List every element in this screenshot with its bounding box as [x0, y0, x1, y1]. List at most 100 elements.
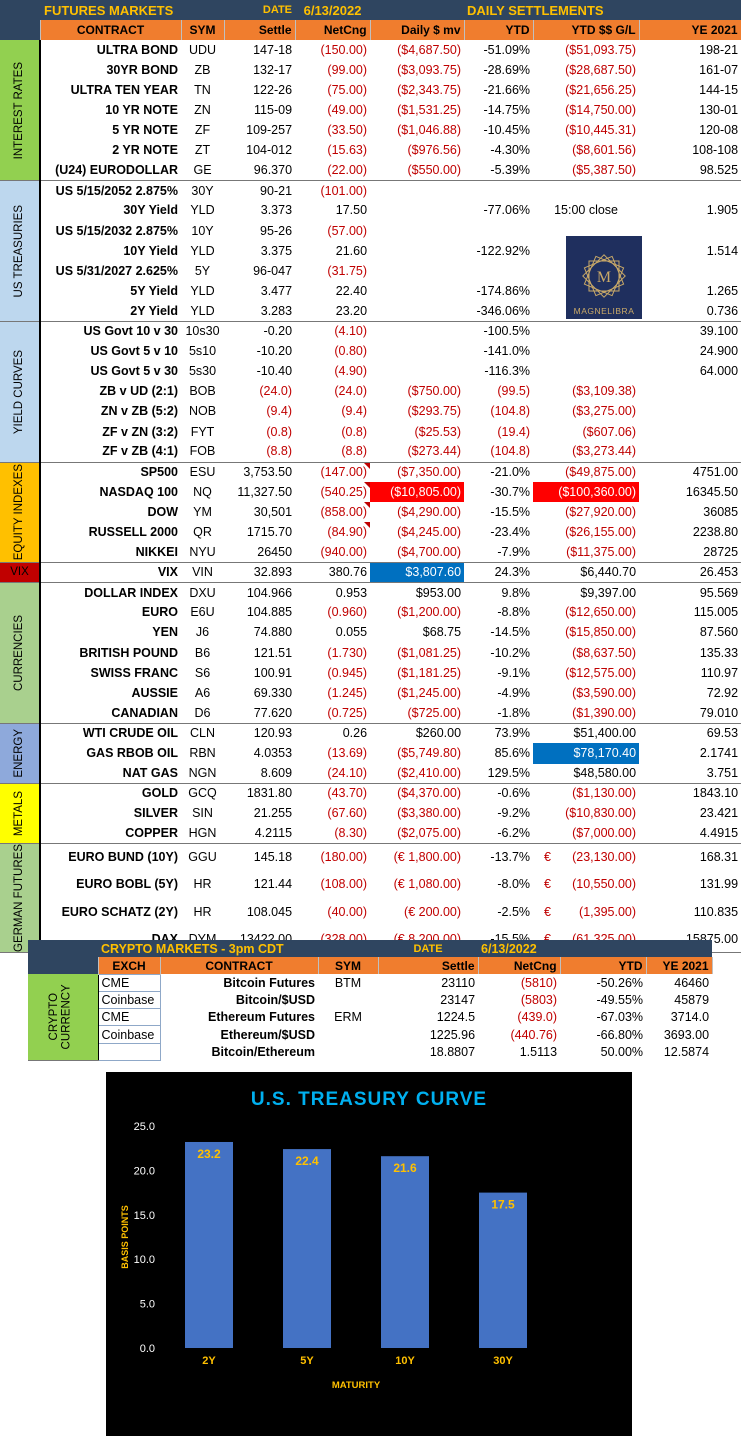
settle: (0.8) — [266, 424, 293, 439]
ytd-gl: ($1,130.00) — [572, 786, 637, 801]
ye-2021: 120-08 — [699, 123, 739, 138]
table-row: METALS GOLD GCQ 1831.80 (43.70) ($4,370.00) -0… — [0, 783, 741, 845]
table-row: 30YR BOND ZB 132-17 (99.00) ($3,093.75) -28.6… — [0, 60, 741, 80]
symbol: YLD — [190, 243, 215, 258]
table-row: SILVER SIN 21.255 (67.60) ($3,380.00) -9.2% ($… — [0, 804, 741, 824]
futures-header-row: CONTRACT SYM Settle NetCng Daily $ mv YTD YTD … — [0, 20, 741, 41]
crypto-ytd: -49.55% — [596, 993, 644, 1008]
ytd: -0.6% — [497, 786, 531, 801]
daily-mv: ($550.00) — [370, 160, 465, 182]
settle: 4.0353 — [253, 746, 293, 761]
symbol: BOB — [189, 384, 216, 399]
settle: 120.93 — [253, 726, 293, 741]
table-row: ZB v UD (2:1) BOB (24.0) (24.0) ($750.00) (99… — [0, 382, 741, 402]
ytd: -116.3% — [484, 364, 531, 379]
ye-2021: 2.1741 — [699, 746, 739, 761]
ytd: -14.5% — [490, 625, 531, 640]
symbol: A6 — [194, 685, 211, 700]
symbol: ESU — [189, 464, 216, 479]
ye-2021 — [639, 382, 741, 402]
contract-name: 10 YR NOTE — [105, 103, 178, 118]
ye-2021: 79.010 — [639, 703, 741, 724]
settle: (9.4) — [266, 404, 293, 419]
table-row: US Govt 5 v 10 5s10 -10.20 (0.80) -141.0% 24.… — [0, 342, 741, 362]
ytd-gl: $9,397.00 — [580, 585, 637, 600]
settle: 115-09 — [254, 103, 293, 118]
data-label: 23.2 — [197, 1147, 221, 1161]
net-change: (43.70) — [327, 786, 368, 801]
daily-mv — [370, 301, 465, 323]
contract-name: ZN v ZB (5:2) — [100, 404, 178, 419]
ytd-gl: $51,400.00 — [573, 726, 637, 741]
crypto-date-label: DATE — [378, 940, 479, 958]
crypto-settle: 1224.5 — [436, 1010, 476, 1025]
contract-name: NASDAQ 100 — [99, 484, 179, 499]
settle: -10.20 — [256, 344, 293, 359]
futures-title: FUTURES MARKETS — [0, 0, 225, 21]
section-label-text: EQUITY INDEXES — [13, 464, 26, 561]
date-label: DATE — [224, 0, 296, 21]
daily-mv: $260.00 — [415, 726, 462, 741]
contract-name: ZF v ZN (3:2) — [102, 424, 178, 439]
ytd-gl: ($27,920.00) — [565, 504, 637, 519]
settle: 90-21 — [260, 183, 293, 198]
exchange: CME — [97, 973, 161, 993]
daily-mv — [370, 362, 464, 382]
eur-cell: € (10,550.00) — [536, 875, 636, 894]
settle: -0.20 — [263, 324, 293, 339]
ye-2021: 110.97 — [700, 665, 739, 680]
contract-name: SWISS FRANC — [90, 665, 179, 680]
symbol: HR — [193, 877, 212, 892]
settle: 30,501 — [253, 504, 293, 519]
ytd-gl: ($51,093.75) — [565, 42, 637, 57]
daily-mv: (€ 1,080.00) — [393, 877, 462, 892]
contract-name: US 5/15/2032 2.875% — [55, 223, 178, 238]
table-row: VIX VIX VIN 32.893 380.76 $3,807.60 24.3% $6,44… — [0, 562, 741, 584]
ye-2021 — [639, 221, 741, 241]
crypto-settle: 23110 — [441, 975, 476, 990]
symbol: YLD — [190, 283, 215, 298]
contract-name: 10Y Yield — [123, 243, 178, 258]
table-row: NASDAQ 100 NQ 11,327.50 (540.25) ($10,805.00… — [0, 482, 741, 503]
contract-name: EURO BOBL (5Y) — [76, 877, 178, 892]
contract-name: US Govt 10 v 30 — [83, 324, 179, 339]
symbol: NOB — [188, 404, 217, 419]
net-change: 0.055 — [335, 625, 368, 640]
column-header: Daily $ mv — [370, 20, 465, 41]
symbol: 10Y — [191, 223, 214, 238]
daily-mv: ($273.44) — [370, 442, 465, 463]
settle: 3.477 — [260, 283, 293, 298]
contract-name: RUSSELL 2000 — [88, 524, 178, 539]
symbol: NQ — [193, 484, 212, 499]
ytd-gl: ($5,387.50) — [533, 160, 640, 182]
symbol: YLD — [181, 301, 225, 323]
section-label: INTEREST RATES — [0, 40, 41, 182]
ye-2021: 144-15 — [699, 82, 739, 97]
contract-name: VIX — [40, 562, 181, 584]
settle: 21.255 — [253, 806, 293, 821]
daily-mv: ($1,245.00) — [397, 685, 462, 700]
spacer — [370, 0, 465, 21]
contract-name: SP500 — [140, 464, 178, 479]
exchange: Coinbase — [97, 1025, 161, 1044]
table-row: US 5/15/2032 2.875% 10Y 95-26 (57.00) — [0, 221, 741, 241]
ytd: -5.39% — [464, 160, 534, 182]
ytd-gl: ($10,445.31) — [565, 123, 637, 138]
symbol: ZF — [194, 123, 211, 138]
crypto-row: CRYPTO CURRENCY CME Bitcoin Futures BTM 2311… — [28, 973, 712, 1061]
crypto-column-header: EXCH — [98, 957, 161, 975]
bar-10Y — [381, 1156, 429, 1348]
contract-name: EURO SCHATZ (2Y) — [61, 904, 178, 919]
daily-mv: (€ 200.00) — [404, 904, 462, 919]
ytd: 129.5% — [464, 763, 534, 785]
contract-name: NIKKEI — [40, 542, 181, 564]
settle: 122-26 — [253, 82, 293, 97]
eur-cell: € (23,130.00) — [536, 848, 636, 867]
ye-2021 — [639, 442, 741, 463]
ytd-gl: ($28,687.50) — [565, 62, 637, 77]
daily-mv — [370, 342, 464, 362]
x-axis-title: MATURITY — [332, 1380, 381, 1391]
ytd — [464, 181, 533, 201]
crypto-ytd: 50.00% — [600, 1044, 644, 1059]
crypto-column-header: YTD — [560, 957, 647, 975]
